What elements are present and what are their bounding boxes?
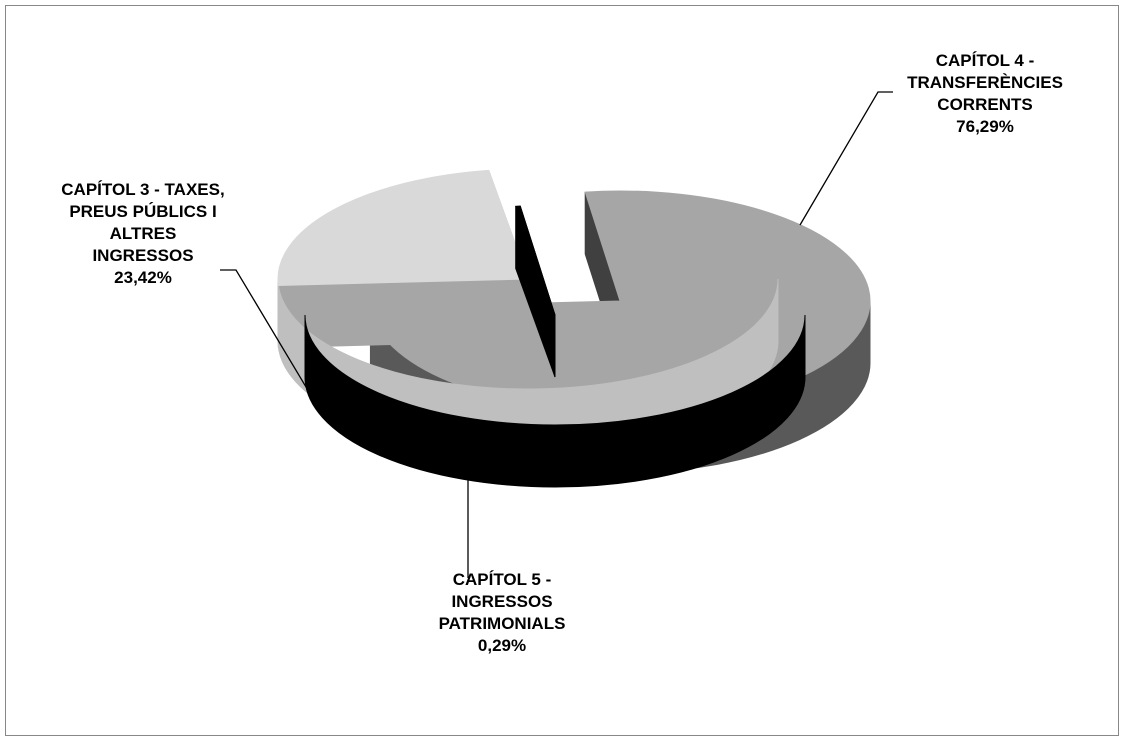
slice-label-2: CAPÍTOL 3 - TAXES, PREUS PÚBLICS I ALTRES I… xyxy=(61,180,224,287)
slice-percent-3: 0,29% xyxy=(478,636,526,655)
pie-slice-3-side xyxy=(304,314,806,488)
slice-label-line: INGRESSOS xyxy=(451,592,552,611)
slice-label-3: CAPÍTOL 5 - INGRESSOS PATRIMONIALS 0,29% xyxy=(439,570,566,655)
slice-label-line: CORRENTS xyxy=(937,95,1032,114)
slice-label-line: PATRIMONIALS xyxy=(439,614,566,633)
slice-label-line: INGRESSOS xyxy=(92,246,193,265)
leader-line-1 xyxy=(799,91,893,226)
pie-slice-3-top xyxy=(515,205,556,316)
pie-slice-3 xyxy=(304,205,806,488)
pie-slice-2-top xyxy=(277,169,529,286)
slice-label-line: ALTRES xyxy=(110,224,177,243)
slice-percent-2: 23,42% xyxy=(114,268,172,287)
slice-label-line: TRANSFERÈNCIES xyxy=(907,73,1063,92)
slice-label-line: PREUS PÚBLICS I xyxy=(69,202,216,221)
slice-label-line: CAPÍTOL 4 - xyxy=(936,51,1035,70)
leader-line-2 xyxy=(220,269,316,403)
slice-label-line: CAPÍTOL 5 - xyxy=(453,570,552,589)
slice-percent-1: 76,29% xyxy=(956,117,1014,136)
slice-label-line: CAPÍTOL 3 - TAXES, xyxy=(61,180,224,199)
slice-label-1: CAPÍTOL 4 - TRANSFERÈNCIES CORRENTS 76,29% xyxy=(907,51,1063,136)
